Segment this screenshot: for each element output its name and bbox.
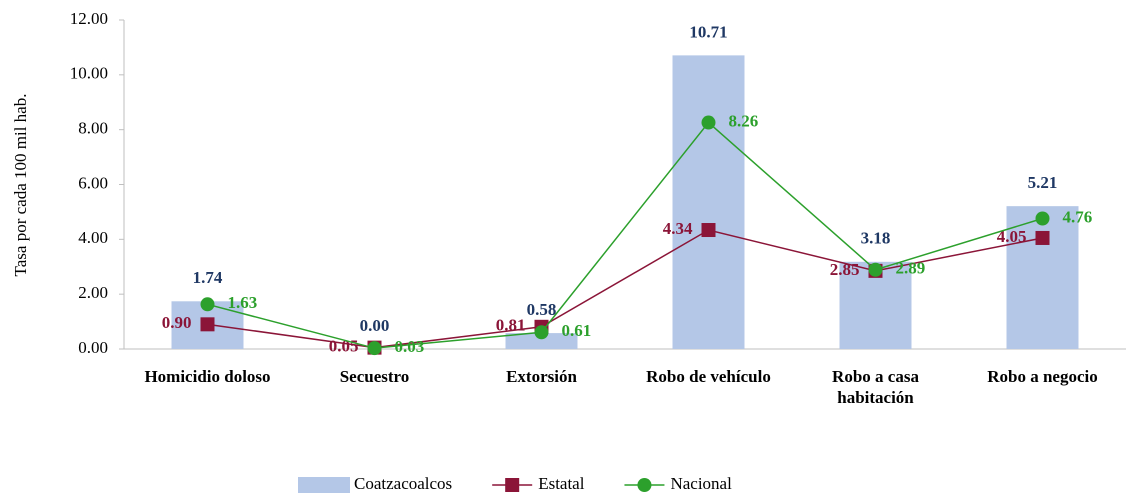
bar-value-label: 3.18 — [861, 229, 891, 248]
y-tick-label: 0.00 — [78, 338, 108, 357]
line-value-label: 8.26 — [729, 111, 759, 130]
y-tick-label: 10.00 — [70, 64, 108, 83]
line-value-label: 0.90 — [162, 313, 192, 332]
marker — [1035, 211, 1050, 226]
marker — [868, 262, 883, 277]
line-value-label: 2.85 — [830, 260, 860, 279]
marker — [200, 297, 215, 312]
bar-value-label: 10.71 — [689, 22, 727, 41]
line-value-label: 0.03 — [395, 337, 425, 356]
marker — [701, 223, 716, 238]
marker — [534, 325, 549, 340]
line-value-label: 4.05 — [997, 227, 1027, 246]
line-value-label: 0.81 — [496, 316, 526, 335]
y-tick-label: 2.00 — [78, 283, 108, 302]
x-tick-label: Robo a casa habitación — [832, 367, 919, 407]
x-tick-label: Robo a negocio — [987, 367, 1098, 386]
y-tick-label: 4.00 — [78, 228, 108, 247]
x-tick-label: Homicidio doloso — [144, 367, 271, 386]
line-value-label: 0.61 — [562, 321, 592, 340]
bar — [1006, 206, 1079, 349]
y-tick-label: 8.00 — [78, 119, 108, 138]
legend-label: Nacional — [670, 474, 732, 493]
legend-marker — [505, 478, 520, 492]
legend-label: Estatal — [538, 474, 585, 493]
bar — [672, 55, 745, 350]
x-tick-label: Robo de vehículo — [646, 367, 771, 386]
line-value-label: 4.76 — [1063, 207, 1093, 226]
y-tick-label: 6.00 — [78, 173, 108, 192]
line-value-label: 1.63 — [228, 293, 258, 312]
marker — [200, 317, 215, 332]
bar — [505, 333, 578, 349]
bar-value-label: 5.21 — [1028, 173, 1058, 192]
bar-value-label: 0.00 — [360, 316, 390, 335]
line-value-label: 2.89 — [896, 259, 926, 278]
bar-value-label: 0.58 — [527, 300, 557, 319]
line-value-label: 4.34 — [663, 219, 693, 238]
x-tick-label: Extorsión — [506, 367, 577, 386]
legend-marker — [637, 478, 652, 492]
legend-label: Coatzacoalcos — [354, 474, 452, 493]
bar-value-label: 1.74 — [193, 268, 223, 287]
line — [207, 121, 1043, 349]
marker — [701, 115, 716, 130]
y-axis-label: Tasa por cada 100 mil hab. — [11, 94, 30, 277]
y-tick-label: 12.00 — [70, 9, 108, 28]
legend-swatch — [298, 477, 350, 493]
marker — [367, 341, 382, 356]
marker — [1035, 230, 1050, 245]
line — [207, 229, 1043, 349]
x-tick-label: Secuestro — [339, 367, 410, 386]
